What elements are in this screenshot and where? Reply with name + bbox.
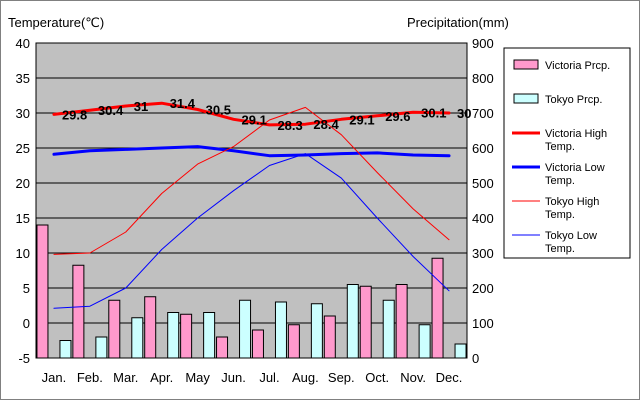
data-label: 31.4 (170, 96, 196, 111)
bar-victoria-prcp--8 (323, 315, 336, 359)
y-left-tick: 25 (16, 141, 30, 156)
bar-victoria-prcp--1 (72, 264, 85, 359)
bar-tokyo-prcp--9 (382, 299, 395, 359)
y-left-tick-labels: -5 0 5 10 15 20 25 30 35 40 (16, 36, 30, 366)
line-victoria-low-temp (52, 145, 451, 158)
bar-victoria-prcp--2 (108, 299, 121, 359)
bar-tokyo-prcp--4 (203, 312, 216, 359)
legend-label-victoria-low-temp: Victoria Low Temp. (545, 162, 605, 187)
x-tick: May (185, 370, 210, 385)
bar-victoria-prcp--10 (395, 284, 408, 359)
line-victoria-high-temp (52, 101, 451, 127)
x-tick: Feb. (77, 370, 103, 385)
y-left-tick: 20 (16, 176, 30, 191)
y-right-tick: 200 (472, 281, 494, 296)
y-right-tick: 700 (472, 106, 494, 121)
bar-tokyo-prcp--8 (346, 284, 359, 359)
x-tick-labels: Jan. Feb. Mar. Apr. May Jun. Jul. Aug. Sep. Oct. N… (42, 370, 463, 385)
bar-victoria-prcp--9 (359, 285, 372, 359)
x-tick: Nov. (400, 370, 426, 385)
bar-tokyo-prcp--6 (274, 301, 287, 359)
bar-tokyo-prcp--2 (131, 317, 144, 359)
x-tick: Dec. (436, 370, 463, 385)
bar-victoria-prcp--6 (251, 329, 264, 359)
y-left-tick: -5 (18, 351, 30, 366)
bar-victoria-prcp--7 (287, 324, 300, 359)
bar-victoria-prcp--0 (36, 224, 49, 359)
bar-victoria-prcp--11 (431, 257, 444, 359)
plot-frame (35, 42, 468, 359)
temperature-lines (52, 101, 451, 309)
line-tokyo-low-temp (53, 153, 450, 309)
legend-label-tokyo-low-temp: Tokyo Low Temp. (545, 230, 597, 255)
legend-swatch-tokyo-prcp (513, 93, 539, 104)
y-left-tick: 15 (16, 211, 30, 226)
y-left-tick: 5 (23, 281, 30, 296)
data-label: 30.5 (206, 103, 231, 118)
y-right-tick: 900 (472, 36, 494, 51)
x-tick: Aug. (292, 370, 319, 385)
x-tick: Apr. (150, 370, 173, 385)
data-label: 30 (457, 106, 471, 121)
bar-tokyo-prcp--10 (418, 324, 431, 359)
bar-tokyo-prcp--1 (95, 336, 108, 359)
x-tick: Oct. (365, 370, 389, 385)
precipitation-bars (36, 224, 467, 359)
y-right-tick: 0 (472, 351, 479, 366)
y-right-tick: 300 (472, 246, 494, 261)
y-right-tick: 100 (472, 316, 494, 331)
y-right-tick-labels: 0 100 200 300 400 500 600 700 800 900 (472, 36, 494, 366)
y-left-tick: 30 (16, 106, 30, 121)
data-label: 30.4 (98, 103, 124, 118)
x-tick: Jan. (42, 370, 67, 385)
bar-tokyo-prcp--7 (310, 303, 323, 359)
bar-tokyo-prcp--3 (167, 312, 180, 359)
data-label: 31 (134, 99, 148, 114)
x-tick: Sep. (328, 370, 355, 385)
bar-tokyo-prcp--11 (454, 343, 467, 359)
bar-tokyo-prcp--0 (59, 340, 72, 359)
legend-label-tokyo-prcp: Tokyo Prcp. (545, 94, 602, 106)
y-left-axis-title: Temperature(℃) (8, 15, 104, 30)
data-label: 29.8 (62, 107, 87, 122)
y-right-axis-title: Precipitation(mm) (407, 15, 509, 30)
bar-victoria-prcp--3 (144, 296, 157, 359)
legend-swatch-victoria-prcp (513, 59, 539, 70)
y-left-tick: 40 (16, 36, 30, 51)
legend-box (503, 47, 631, 259)
x-tick: Mar. (113, 370, 138, 385)
y-left-tick: 35 (16, 71, 30, 86)
y-right-tick: 800 (472, 71, 494, 86)
y-left-tick: 10 (16, 246, 30, 261)
data-label: 29.1 (349, 112, 374, 127)
legend-label-victoria-high-temp: Victoria High Temp. (545, 128, 607, 153)
y-right-tick: 400 (472, 211, 494, 226)
data-label: 30.1 (421, 105, 446, 120)
bar-tokyo-prcp--5 (239, 299, 252, 359)
plot-area (36, 43, 467, 358)
data-label: 29.1 (242, 112, 267, 127)
y-left-tick: 0 (23, 316, 30, 331)
bar-victoria-prcp--5 (216, 336, 229, 359)
y-right-tick: 500 (472, 176, 494, 191)
legend: Victoria Prcp. Tokyo Prcp. Victoria High Te… (503, 47, 631, 259)
line-tokyo-high-temp (53, 106, 450, 255)
data-label: 28.4 (313, 117, 339, 132)
y-right-tick: 600 (472, 141, 494, 156)
legend-label-victoria-prcp: Victoria Prcp. (545, 60, 610, 72)
data-label: 28.3 (277, 118, 302, 133)
data-label: 29.6 (385, 109, 410, 124)
x-tick: Jun. (221, 370, 246, 385)
bar-victoria-prcp--4 (180, 313, 193, 359)
x-tick: Jul. (259, 370, 279, 385)
data-labels: 29.8 30.4 31 31.4 30.5 29.1 28.3 28.4 29.1 29.6 30… (62, 96, 472, 133)
legend-label-tokyo-high-temp: Tokyo High Temp. (545, 196, 599, 221)
